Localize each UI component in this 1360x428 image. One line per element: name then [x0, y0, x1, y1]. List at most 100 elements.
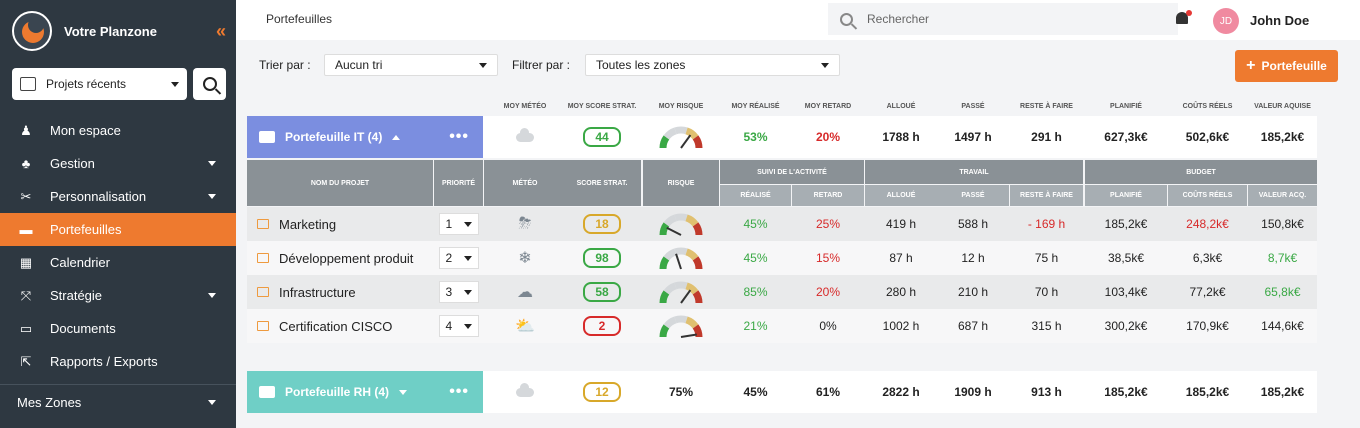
- column-header: TRAVAIL: [865, 160, 1083, 184]
- column-header: SCORE STRAT.: [563, 160, 641, 206]
- chevron-down-icon: [463, 255, 472, 261]
- project-planifie: 300,2k€: [1104, 319, 1148, 333]
- priority-cell: 4: [434, 309, 483, 343]
- search-icon: [840, 12, 853, 26]
- topbar: Portefeuilles Rechercher JD John Doe: [236, 0, 1360, 40]
- snow-icon: ❄: [518, 250, 532, 267]
- chevron-up-icon[interactable]: [392, 134, 401, 140]
- more-icon[interactable]: •••: [449, 383, 469, 400]
- summary-header: ALLOUÉ: [886, 102, 916, 110]
- more-icon[interactable]: •••: [449, 128, 469, 145]
- sort-label: Trier par :: [259, 58, 311, 72]
- calendar-icon: ▦: [19, 254, 33, 270]
- portfolio-rh-realise: 45%: [743, 385, 768, 399]
- bell-icon[interactable]: [1176, 10, 1192, 27]
- avg-risk: [643, 116, 719, 158]
- column-header: PRIORITÉ: [434, 160, 483, 206]
- filter-select[interactable]: Toutes les zones: [585, 54, 840, 76]
- score-cell: 58: [563, 275, 641, 309]
- project-passe: 687 h: [957, 319, 989, 333]
- project-name-cell[interactable]: Marketing: [247, 207, 433, 241]
- chevron-down-icon: [463, 289, 472, 295]
- add-portfolio-button[interactable]: + Portefeuille: [1235, 50, 1338, 82]
- sidebar-item-mon-espace[interactable]: ♟ Mon espace: [0, 114, 236, 147]
- folder-icon: [259, 131, 275, 143]
- project-retard: 15%: [815, 251, 841, 265]
- priority-select[interactable]: 1: [438, 213, 479, 235]
- column-header: COÛTS RÉELS: [1168, 185, 1247, 206]
- storm-icon: ⛈: [518, 215, 532, 232]
- sidebar-item-calendrier[interactable]: ▦ Calendrier: [0, 246, 236, 279]
- sidebar-search-button[interactable]: [193, 68, 226, 100]
- risk-gauge-icon: [659, 247, 703, 270]
- risk-gauge-icon: [659, 281, 703, 304]
- recent-projects-select[interactable]: Projets récents: [12, 68, 187, 100]
- tools-icon: ✂: [20, 188, 32, 204]
- portfolio-it-couts: 502,6k€: [1185, 130, 1230, 144]
- sidebar-item-gestion[interactable]: ♣ Gestion: [0, 147, 236, 180]
- folder-icon: [259, 386, 275, 398]
- user-name[interactable]: John Doe: [1250, 13, 1310, 28]
- my-zones-toggle[interactable]: Mes Zones: [0, 384, 236, 420]
- project-realise: 45%: [743, 217, 768, 231]
- project-reste: - 169 h: [1027, 217, 1066, 231]
- chevron-down-icon: [171, 81, 179, 87]
- score-pill: 58: [583, 282, 621, 302]
- summary-header: MOY RISQUE: [658, 102, 704, 110]
- chevron-down-icon[interactable]: [399, 389, 408, 395]
- portfolio-it-header[interactable]: Portefeuille IT (4) •••: [247, 116, 483, 158]
- project-name-cell[interactable]: Certification CISCO: [247, 309, 433, 343]
- project-couts: 248,2k€: [1186, 217, 1229, 231]
- collapse-icon[interactable]: «: [215, 20, 226, 41]
- priority-select[interactable]: 3: [438, 281, 479, 303]
- project-name-cell[interactable]: Infrastructure: [247, 275, 433, 309]
- project-valeur: 8,7k€: [1267, 251, 1298, 265]
- priority-value: 3: [445, 285, 453, 299]
- search-input[interactable]: Rechercher: [828, 3, 1178, 35]
- portfolio-it-retard: 20%: [815, 130, 841, 144]
- column-header: SUIVI DE L'ACTIVITÉ: [720, 160, 864, 184]
- weather-cell: ❄: [484, 241, 566, 275]
- project-alloue: 419 h: [885, 217, 917, 231]
- sidebar-item-personnalisation[interactable]: ✂ Personnalisation: [0, 180, 236, 213]
- sidebar-item-documents[interactable]: ▭ Documents: [0, 312, 236, 345]
- chevron-down-icon: [208, 293, 216, 298]
- sort-select[interactable]: Aucun tri: [324, 54, 498, 76]
- portfolio-rh-retard: 61%: [815, 385, 841, 399]
- chevron-down-icon: [208, 161, 216, 166]
- column-header: RISQUE: [643, 160, 719, 206]
- portfolio-it-realise: 53%: [743, 130, 768, 144]
- score-cell: 98: [563, 241, 641, 275]
- plus-icon: +: [1246, 57, 1256, 74]
- score-pill: 12: [583, 382, 621, 402]
- sidebar: Votre Planzone « Projets récents ♟ Mon es…: [0, 0, 236, 428]
- project-passe: 210 h: [957, 285, 989, 299]
- sidebar-item-portefeuilles[interactable]: ▬ Portefeuilles: [0, 213, 236, 246]
- summary-header: COÛTS RÉELS: [1182, 102, 1233, 110]
- folder-icon: [257, 321, 269, 331]
- sidebar-item-rapports[interactable]: ⇱ Rapports / Exports: [0, 345, 236, 378]
- project-name: Marketing: [279, 216, 337, 232]
- project-realise: 85%: [743, 285, 768, 299]
- portfolio-it-valeur: 185,2k€: [1260, 130, 1305, 144]
- logo-icon: [12, 11, 52, 51]
- score-pill: 2: [583, 316, 621, 336]
- project-name-cell[interactable]: Développement produit: [247, 241, 433, 275]
- priority-select[interactable]: 2: [438, 247, 479, 269]
- project-planifie: 38,5k€: [1107, 251, 1145, 265]
- filter-value: Toutes les zones: [596, 58, 686, 72]
- group-icon: ♣: [21, 156, 31, 171]
- app-header: Votre Planzone «: [12, 10, 226, 52]
- project-icon: [20, 77, 36, 91]
- chevron-down-icon: [463, 221, 472, 227]
- folder-icon: ▬: [19, 222, 33, 237]
- priority-select[interactable]: 4: [438, 315, 479, 337]
- nav-label: Documents: [50, 321, 116, 336]
- sidebar-item-strategie[interactable]: ⤧ Stratégie: [0, 279, 236, 312]
- column-header: MÉTÉO: [484, 160, 566, 206]
- risk-cell: [643, 275, 719, 309]
- portfolio-rh-header[interactable]: Portefeuille RH (4) •••: [247, 371, 483, 413]
- project-reste: 70 h: [1034, 285, 1059, 299]
- project-couts: 77,2k€: [1189, 285, 1226, 299]
- avatar[interactable]: JD: [1213, 8, 1239, 34]
